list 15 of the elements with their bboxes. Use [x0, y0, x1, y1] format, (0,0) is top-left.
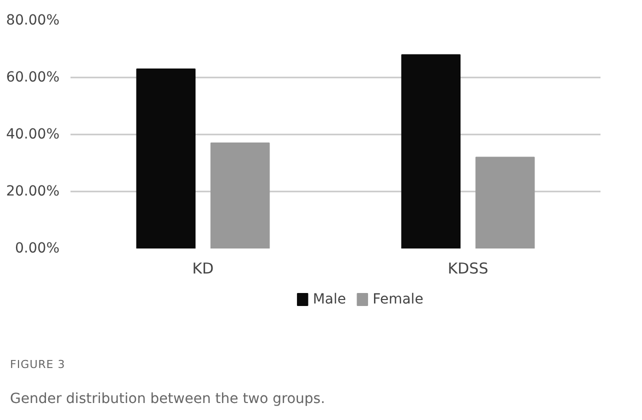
y-tick-label: 20.00%	[6, 184, 60, 200]
x-tick-label: KDSS	[448, 260, 488, 278]
legend-label: Female	[372, 292, 424, 308]
y-tick-label: 60.00%	[6, 70, 60, 86]
caption: FIGURE 3	[10, 357, 66, 373]
bar	[210, 142, 270, 248]
text: Gender distribution between the two groups.	[10, 390, 326, 409]
y-tick-label: 0.00%	[15, 240, 60, 256]
legend-label: Male	[312, 292, 346, 308]
bar	[475, 156, 535, 248]
bar	[136, 68, 196, 248]
x-tick-label: KD	[192, 260, 214, 278]
bar	[401, 54, 461, 248]
y-tick-label: 40.00%	[6, 126, 60, 142]
y-tick-label: 80.00%	[6, 12, 60, 28]
